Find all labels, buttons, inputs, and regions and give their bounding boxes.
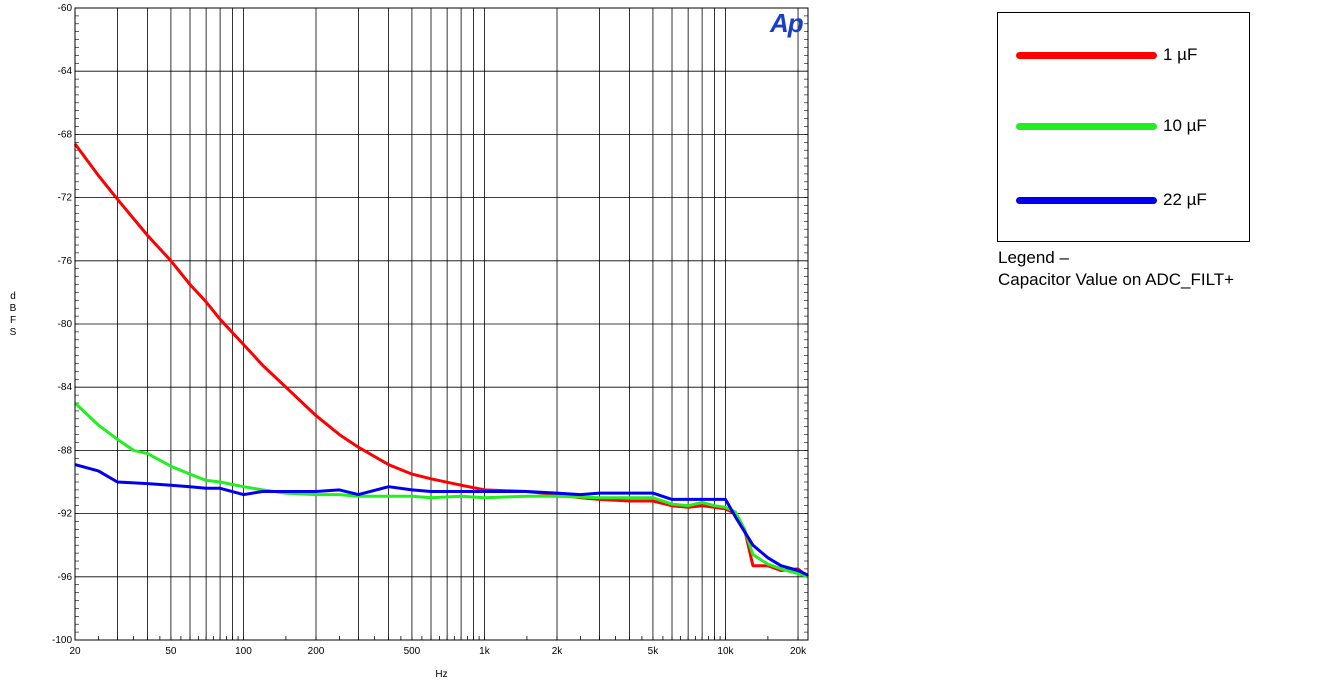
y-tick-label: -64	[58, 66, 73, 77]
x-tick-label: 2k	[552, 646, 564, 657]
y-tick-label: -76	[58, 256, 73, 267]
legend-item-1uf: 1 µF	[1016, 43, 1197, 67]
y-tick-label: -72	[58, 193, 73, 204]
legend-label-10uf: 10 µF	[1163, 116, 1207, 136]
chart-series-layer	[75, 144, 808, 577]
y-tick-label: -96	[58, 572, 73, 583]
x-tick-label: 10k	[717, 646, 734, 657]
legend-swatch-1uf	[1016, 52, 1157, 59]
y-tick-label: -80	[58, 319, 73, 330]
legend-caption-line2: Capacitor Value on ADC_FILT+	[998, 269, 1234, 291]
legend-label-22uf: 22 µF	[1163, 190, 1207, 210]
y-tick-label: -100	[52, 635, 72, 646]
legend-caption: Legend – Capacitor Value on ADC_FILT+	[998, 247, 1234, 291]
legend-swatch-22uf	[1016, 197, 1157, 204]
y-tick-label: -88	[58, 445, 73, 456]
x-tick-label: 200	[308, 646, 325, 657]
y-tick-label: -60	[58, 3, 73, 14]
y-tick-label: -68	[58, 129, 73, 140]
x-tick-labels: 20 50 100 200 500 1k 2k 5k 10k 20k	[69, 646, 807, 657]
series-line-1uf	[75, 144, 808, 577]
y-tick-label: -84	[58, 382, 73, 393]
x-tick-label: 500	[404, 646, 421, 657]
x-tick-label: 20k	[790, 646, 807, 657]
series-line-10uf	[75, 403, 808, 577]
y-tick-label: -92	[58, 509, 73, 520]
x-tick-label: 100	[235, 646, 252, 657]
chart-grid	[75, 8, 808, 640]
x-tick-label: 50	[165, 646, 177, 657]
legend-item-10uf: 10 µF	[1016, 114, 1207, 138]
ap-logo: Ap	[770, 8, 803, 39]
legend-caption-line1: Legend –	[998, 247, 1234, 269]
legend-swatch-10uf	[1016, 123, 1157, 130]
legend-label-1uf: 1 µF	[1163, 45, 1197, 65]
y-tick-labels: -100 -96 -92 -88 -84 -80 -76 -72 -68 -64 -60	[52, 3, 72, 646]
x-tick-label: 20	[69, 646, 81, 657]
x-tick-label: 1k	[479, 646, 491, 657]
legend-item-22uf: 22 µF	[1016, 188, 1207, 212]
x-tick-label: 5k	[648, 646, 660, 657]
x-axis-label: Hz	[435, 669, 447, 680]
legend-box: 1 µF 10 µF 22 µF	[997, 12, 1250, 242]
